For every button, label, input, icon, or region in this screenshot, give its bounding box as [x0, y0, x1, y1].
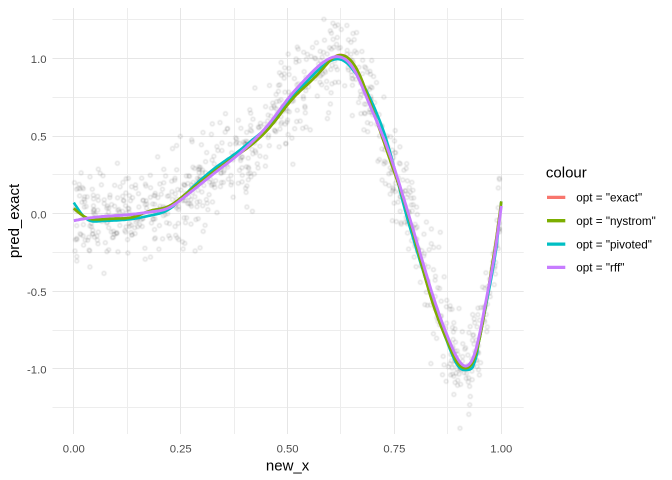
svg-text:new_x: new_x [266, 458, 310, 475]
svg-text:0.0: 0.0 [31, 209, 47, 221]
svg-text:-1.0: -1.0 [27, 365, 46, 377]
svg-text:0.75: 0.75 [383, 444, 405, 456]
svg-text:colour: colour [546, 165, 587, 182]
svg-text:0.25: 0.25 [170, 444, 192, 456]
svg-text:-0.5: -0.5 [27, 287, 46, 299]
svg-text:pred_exact: pred_exact [6, 183, 23, 258]
svg-text:0.50: 0.50 [277, 444, 299, 456]
svg-text:1.00: 1.00 [490, 444, 512, 456]
svg-text:opt = "rff": opt = "rff" [576, 262, 624, 275]
svg-text:0.5: 0.5 [31, 132, 47, 144]
svg-text:1.0: 1.0 [31, 54, 47, 66]
svg-text:opt = "pivoted": opt = "pivoted" [576, 238, 652, 251]
svg-text:opt = "exact": opt = "exact" [576, 192, 642, 205]
svg-text:0.00: 0.00 [63, 444, 85, 456]
svg-text:opt = "nystrom": opt = "nystrom" [576, 215, 655, 228]
